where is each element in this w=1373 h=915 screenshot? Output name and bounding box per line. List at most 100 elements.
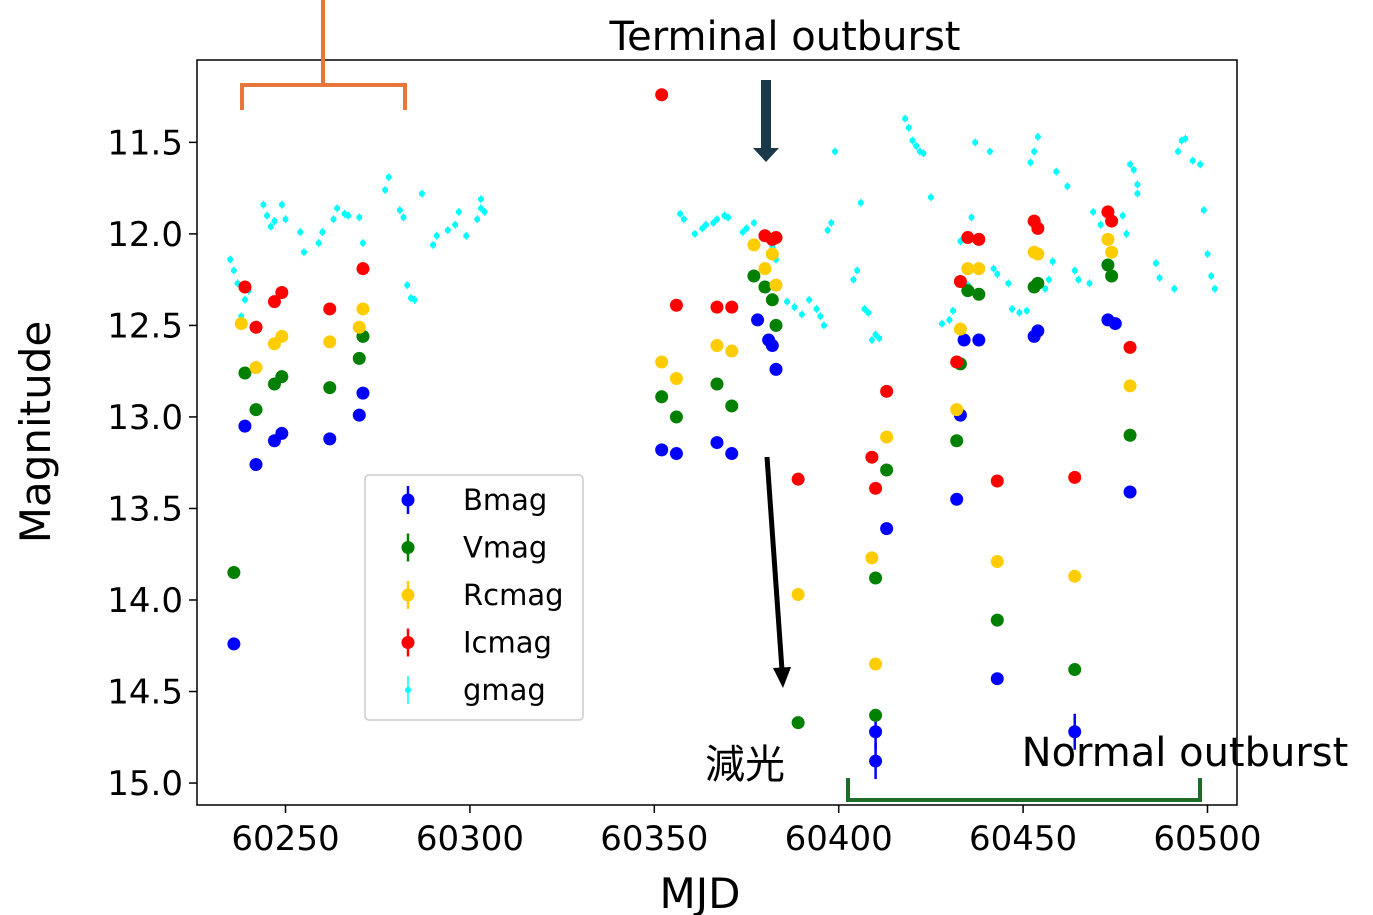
bmag-point <box>655 443 669 457</box>
rcmag-point <box>323 335 337 349</box>
gmag-point <box>359 240 366 247</box>
bmag-point <box>238 419 252 433</box>
icmag-point <box>1123 340 1137 354</box>
gmag-point <box>710 219 717 226</box>
gmag-point <box>241 296 248 303</box>
icmag-point <box>323 302 337 316</box>
dimming-label: 減光 <box>705 742 785 788</box>
dimming-arrow <box>764 456 791 688</box>
plot-area-frame <box>196 59 1238 806</box>
icmag-point <box>1105 214 1119 228</box>
gmag-point <box>806 296 813 303</box>
vmag-point <box>238 366 252 380</box>
bmag-point <box>227 637 241 651</box>
gmag-point <box>1119 212 1126 219</box>
rcmag-point <box>1105 245 1119 259</box>
x-tick-label: 60400 <box>785 819 893 859</box>
icmag-point <box>769 231 783 245</box>
y-tick-label: 11.5 <box>107 123 183 163</box>
rcmag-point <box>655 355 669 369</box>
gmag-point <box>1097 221 1104 228</box>
gmag-point <box>798 311 805 318</box>
gmag-point <box>411 296 418 303</box>
gmag-point <box>271 218 278 225</box>
bmag-point <box>1031 324 1045 338</box>
gmag-point <box>990 265 997 272</box>
gmag-point <box>1034 133 1041 140</box>
rcmag-point <box>710 339 724 353</box>
icmag-point <box>238 280 252 294</box>
gmag-point <box>1134 190 1141 197</box>
gmag-point <box>905 124 912 131</box>
gmag-point <box>1197 161 1204 168</box>
gmag-point <box>400 214 407 221</box>
legend-marker <box>401 588 415 602</box>
gmag-point <box>1027 159 1034 166</box>
gmag-point <box>463 232 470 239</box>
gmag-point <box>927 194 934 201</box>
normal-outburst-label: Normal outburst <box>1022 730 1349 776</box>
bmag-point <box>323 432 337 446</box>
rcmag-point <box>865 551 879 565</box>
gmag-point <box>315 240 322 247</box>
bmag-point <box>1123 485 1137 499</box>
gmag-point <box>1031 148 1038 155</box>
gmag-point <box>1045 276 1052 283</box>
gmag-point <box>824 227 831 234</box>
vmag-point <box>669 410 683 424</box>
vmag-point <box>950 434 964 448</box>
rcmag-point <box>869 657 883 671</box>
legend-item-gmag: gmag <box>405 673 546 707</box>
vmag-point <box>869 708 883 722</box>
gmag-point <box>677 210 684 217</box>
vmag-point <box>1105 269 1119 283</box>
rcmag-point <box>972 262 986 276</box>
rcmag-point <box>791 587 805 601</box>
rcmag-point <box>249 361 263 375</box>
y-tick-label: 14.0 <box>107 581 183 621</box>
vmag-point <box>990 613 1004 627</box>
gmag-point <box>994 271 1001 278</box>
icmag-point <box>710 300 724 314</box>
gmag-point <box>699 225 706 232</box>
gmag-point <box>750 219 757 226</box>
gmag-point <box>452 221 459 228</box>
gmag-point <box>702 221 709 228</box>
gmag-point <box>1090 208 1097 215</box>
icmag-point <box>356 262 370 276</box>
bmag-point <box>765 339 779 353</box>
gmag-point <box>474 216 481 223</box>
gmag-point <box>946 316 953 323</box>
y-tick-label: 12.5 <box>107 306 183 346</box>
icmag-point <box>880 384 894 398</box>
gmag-point <box>876 335 883 342</box>
gmag-point <box>1182 135 1189 142</box>
gmag-point <box>861 305 868 312</box>
vmag-point <box>1068 663 1082 677</box>
gmag-point <box>1208 272 1215 279</box>
legend-item-rcmag: Rcmag <box>401 578 564 612</box>
gmag-point <box>345 212 352 219</box>
gmag-point <box>297 229 304 236</box>
data-points <box>227 88 1218 780</box>
gmag-point <box>1023 307 1030 314</box>
rcmag-point <box>758 262 772 276</box>
icmag-point <box>655 88 669 102</box>
gmag-point <box>282 216 289 223</box>
gmag-point <box>920 150 927 157</box>
bmag-point <box>352 408 366 422</box>
bmag-point <box>249 458 263 472</box>
rcmag-point <box>1068 569 1082 583</box>
rcmag-point <box>953 322 967 336</box>
rcmag-point <box>950 403 964 417</box>
rcmag-point <box>1031 247 1045 261</box>
gmag-point <box>743 225 750 232</box>
vmag-point <box>227 566 241 580</box>
icmag-point <box>972 232 986 246</box>
gmag-point <box>909 137 916 144</box>
bmag-point <box>725 447 739 461</box>
gmag-point <box>1071 267 1078 274</box>
legend-box <box>364 474 584 721</box>
rcmag-point <box>356 302 370 316</box>
